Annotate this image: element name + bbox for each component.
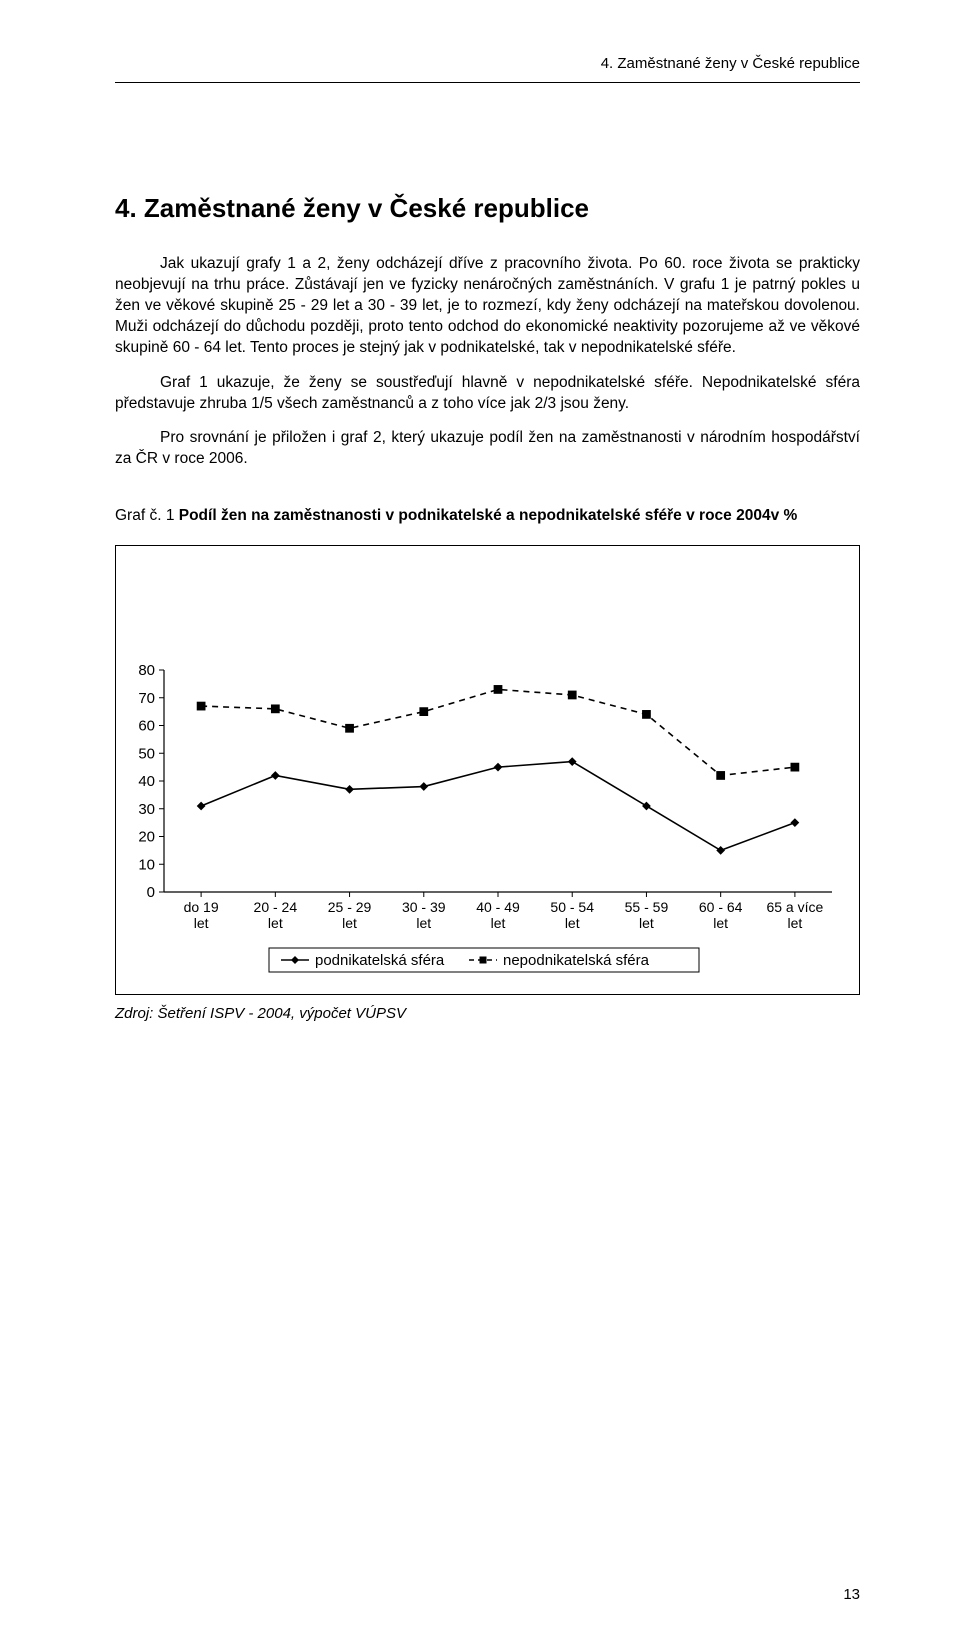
paragraph-2: Graf 1 ukazuje, že ženy se soustřeďují h… xyxy=(115,373,860,415)
svg-text:70: 70 xyxy=(138,690,155,707)
page-number: 13 xyxy=(843,1586,860,1603)
chart-title-lead: Graf č. 1 xyxy=(115,507,179,524)
paragraph-3: Pro srovnání je přiložen i graf 2, který… xyxy=(115,428,860,470)
svg-text:0: 0 xyxy=(147,884,155,901)
line-chart: 01020304050607080do 19let20 - 24let25 - … xyxy=(124,558,844,988)
svg-text:25 - 29: 25 - 29 xyxy=(328,899,372,915)
svg-text:10: 10 xyxy=(138,856,155,873)
svg-text:60: 60 xyxy=(138,718,155,735)
svg-text:let: let xyxy=(342,915,357,931)
chart-title: Graf č. 1 Podíl žen na zaměstnanosti v p… xyxy=(115,506,860,527)
svg-text:65 a více: 65 a více xyxy=(766,899,823,915)
svg-text:55 - 59: 55 - 59 xyxy=(625,899,669,915)
svg-text:50 - 54: 50 - 54 xyxy=(550,899,594,915)
svg-text:let: let xyxy=(787,915,802,931)
chart-container: 01020304050607080do 19let20 - 24let25 - … xyxy=(115,545,860,995)
svg-text:40: 40 xyxy=(138,773,155,790)
svg-text:let: let xyxy=(194,915,209,931)
svg-text:80: 80 xyxy=(138,662,155,679)
svg-text:20 - 24: 20 - 24 xyxy=(254,899,298,915)
page-title: 4. Zaměstnané ženy v České republice xyxy=(115,193,860,224)
svg-text:let: let xyxy=(713,915,728,931)
paragraph-1: Jak ukazují grafy 1 a 2, ženy odcházejí … xyxy=(115,254,860,359)
svg-text:20: 20 xyxy=(138,829,155,846)
svg-text:50: 50 xyxy=(138,745,155,762)
running-head: 4. Zaměstnané ženy v České republice xyxy=(115,55,860,83)
chart-source: Zdroj: Šetření ISPV - 2004, výpočet VÚPS… xyxy=(115,1005,860,1022)
svg-text:30 - 39: 30 - 39 xyxy=(402,899,446,915)
svg-text:let: let xyxy=(639,915,654,931)
svg-text:do 19: do 19 xyxy=(184,899,219,915)
svg-text:nepodnikatelská sféra: nepodnikatelská sféra xyxy=(503,952,650,969)
svg-text:let: let xyxy=(491,915,506,931)
svg-text:let: let xyxy=(416,915,431,931)
svg-text:let: let xyxy=(268,915,283,931)
svg-text:40 - 49: 40 - 49 xyxy=(476,899,520,915)
svg-text:30: 30 xyxy=(138,801,155,818)
svg-text:podnikatelská sféra: podnikatelská sféra xyxy=(315,952,445,969)
svg-text:60 - 64: 60 - 64 xyxy=(699,899,743,915)
svg-text:let: let xyxy=(565,915,580,931)
chart-title-bold: Podíl žen na zaměstnanosti v podnikatels… xyxy=(179,507,798,524)
